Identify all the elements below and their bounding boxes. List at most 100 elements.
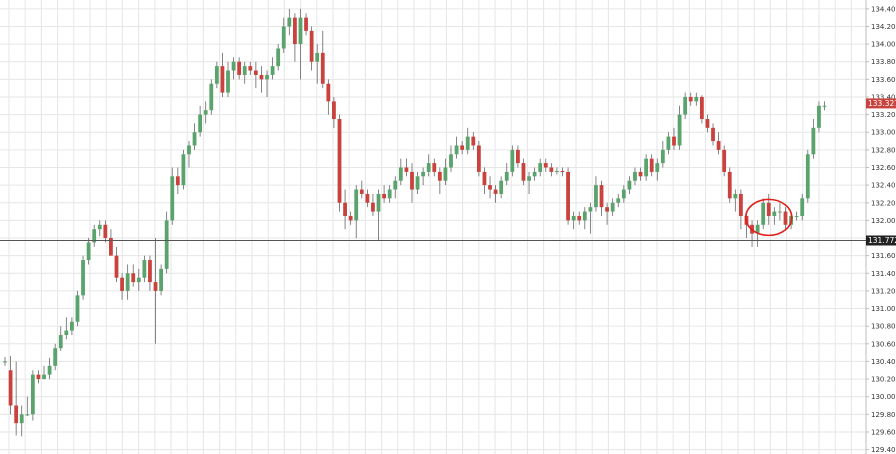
bearish-candle-body: [766, 202, 771, 216]
bullish-candle-body: [265, 74, 269, 80]
y-tick-label: 131.600: [871, 252, 896, 260]
y-tick-label: 133.200: [871, 111, 896, 119]
candle: [309, 26, 314, 71]
candle: [47, 357, 52, 380]
candle: [3, 357, 7, 366]
bearish-candle-body: [109, 238, 113, 256]
candle: [415, 171, 420, 194]
candle: [253, 61, 258, 89]
candle: [783, 207, 788, 230]
candle: [521, 158, 526, 186]
bearish-candle-body: [175, 176, 180, 186]
bearish-candle-body: [382, 193, 386, 199]
bullish-candle-body: [510, 149, 515, 172]
bearish-candle-body: [248, 66, 253, 71]
bullish-candle-body: [3, 361, 7, 363]
candle: [25, 396, 30, 417]
bullish-candle-body: [805, 154, 810, 199]
y-tick-label: 133.400: [871, 93, 896, 101]
candle: [125, 264, 130, 300]
candle: [8, 356, 13, 415]
candle: [733, 189, 738, 212]
bearish-candle-body: [371, 202, 375, 212]
candle: [627, 176, 632, 194]
candle: [683, 92, 688, 120]
candle: [817, 101, 821, 133]
bullish-candle-body: [532, 171, 537, 177]
overlays: 131.772 133.327: [0, 98, 896, 246]
candle: [14, 361, 19, 436]
candle: [605, 202, 609, 225]
bearish-candle-body: [320, 52, 325, 84]
bullish-candle-body: [627, 180, 632, 190]
candle: [482, 167, 487, 194]
candle: [761, 198, 766, 230]
bearish-candle-body: [304, 17, 308, 31]
bullish-candle-body: [800, 198, 805, 216]
candles: [3, 8, 827, 437]
bullish-candle-body: [242, 66, 247, 75]
bearish-candle-body: [727, 171, 732, 199]
candle: [86, 238, 91, 265]
bearish-candle-body: [471, 136, 476, 146]
bearish-candle-body: [705, 119, 710, 128]
y-tick-label: 130.200: [871, 376, 896, 384]
gridlines: [0, 0, 866, 454]
candle: [42, 365, 46, 380]
bullish-candle-body: [181, 154, 186, 186]
candle: [287, 8, 292, 36]
bearish-candle-body: [437, 171, 442, 181]
bearish-candle-body: [783, 211, 788, 225]
candle: [315, 44, 320, 84]
candle: [103, 220, 108, 243]
bearish-candle-body: [566, 171, 570, 221]
bullish-candle-body: [47, 365, 52, 375]
bearish-candle-body: [343, 202, 347, 216]
bearish-candle-body: [237, 61, 242, 75]
bullish-candle-body: [421, 171, 426, 177]
bullish-candle-body: [270, 66, 275, 75]
candle: [53, 343, 58, 371]
candle: [493, 185, 498, 203]
candle: [58, 326, 63, 351]
candle: [242, 61, 247, 84]
bullish-candle-body: [571, 215, 576, 221]
candle: [660, 141, 665, 168]
candle: [504, 163, 509, 186]
candle: [471, 132, 476, 150]
bullish-candle-body: [465, 136, 470, 150]
candle: [577, 211, 582, 225]
candle: [811, 119, 816, 159]
bullish-candle-body: [677, 114, 682, 146]
candle: [800, 193, 805, 221]
candle: [259, 66, 264, 93]
bullish-candle-body: [555, 171, 559, 173]
candle: [421, 167, 426, 186]
bullish-candle-body: [655, 163, 660, 172]
bullish-candle-body: [209, 83, 214, 111]
bullish-candle-body: [694, 96, 699, 102]
candle: [571, 211, 576, 230]
bearish-candle-body: [359, 189, 364, 194]
candle: [203, 101, 208, 124]
candle: [265, 70, 269, 97]
candle: [443, 158, 448, 186]
bullish-candle-body: [454, 145, 459, 155]
bullish-candle-body: [315, 52, 320, 62]
candle: [343, 189, 347, 230]
candle: [181, 149, 186, 190]
y-tick-label: 133.600: [871, 76, 896, 84]
bearish-candle-body: [460, 145, 465, 150]
bearish-candle-body: [293, 17, 297, 45]
bearish-candle-body: [560, 171, 565, 173]
bearish-candle-body: [148, 260, 152, 283]
candle: [750, 220, 754, 247]
bearish-candle-body: [220, 66, 225, 93]
bullish-candle-body: [794, 215, 799, 217]
candle: [649, 154, 654, 177]
y-tick-label: 129.600: [871, 428, 896, 436]
bullish-candle-body: [86, 242, 91, 261]
bullish-candle-body: [582, 211, 587, 221]
candle: [276, 44, 281, 71]
candle: [426, 154, 431, 177]
